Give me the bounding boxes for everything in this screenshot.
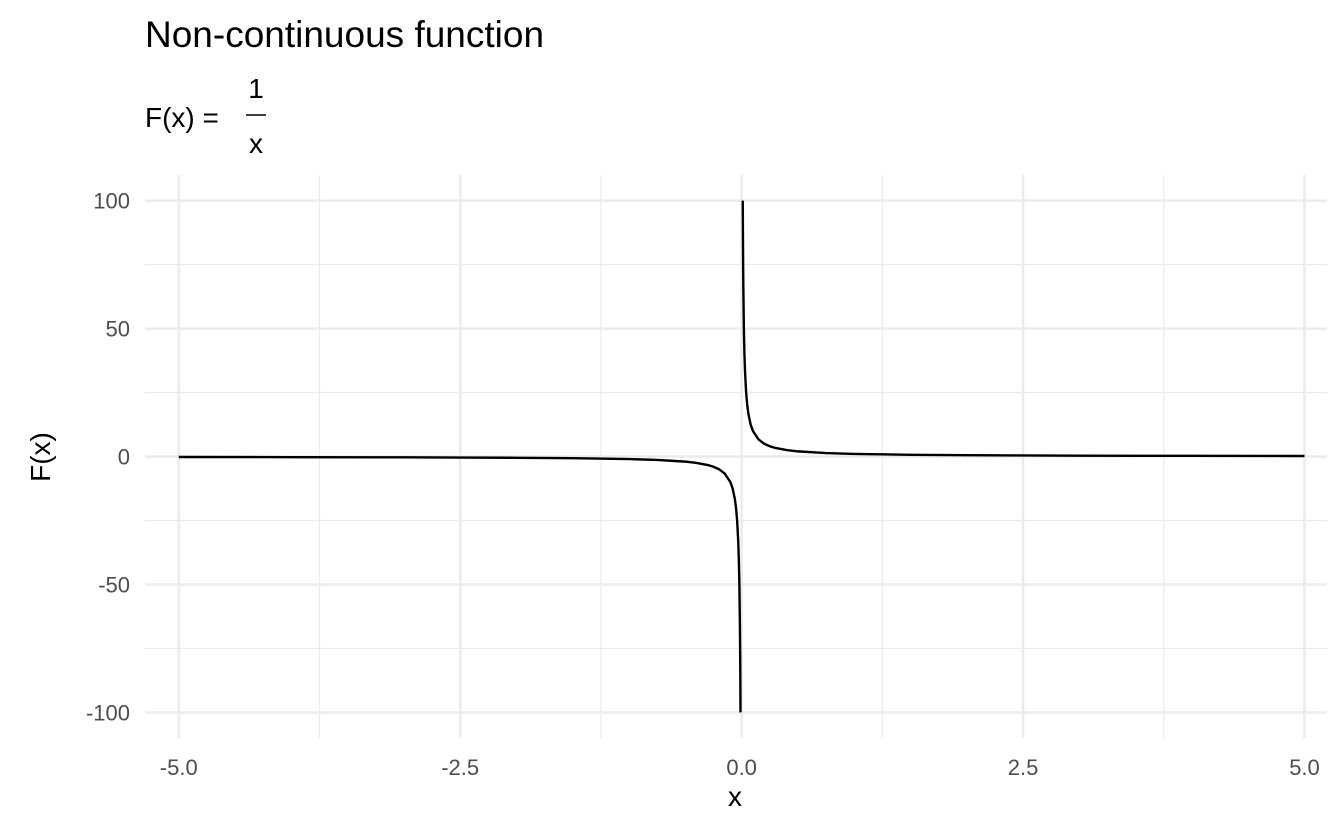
x-axis-ticks: -5.0 -2.5 0.0 2.5 5.0: [160, 755, 1320, 780]
subtitle-lhs: F(x) =: [145, 102, 219, 133]
chart-title: Non-continuous function: [145, 14, 544, 55]
x-axis-title: x: [728, 781, 742, 812]
x-tick-label: -5.0: [160, 755, 198, 780]
y-tick-label: -50: [98, 572, 130, 597]
x-tick-label: 5.0: [1289, 755, 1320, 780]
series-line: [178, 455, 742, 713]
y-tick-label: 0: [118, 445, 130, 470]
x-tick-label: 0.0: [726, 755, 757, 780]
y-tick-label: -100: [86, 700, 130, 725]
series-line: [741, 200, 1305, 458]
y-axis-title: F(x): [25, 432, 56, 482]
y-tick-label: 50: [106, 317, 130, 342]
chart-subtitle: F(x) = 1 x: [145, 73, 266, 159]
x-tick-label: 2.5: [1008, 755, 1039, 780]
series-layer: [178, 200, 1305, 713]
subtitle-numerator: 1: [248, 73, 264, 104]
subtitle-denominator: x: [249, 128, 263, 159]
y-tick-label: 100: [93, 189, 130, 214]
y-axis-ticks: -100 -50 0 50 100: [86, 189, 130, 726]
x-tick-label: -2.5: [441, 755, 479, 780]
